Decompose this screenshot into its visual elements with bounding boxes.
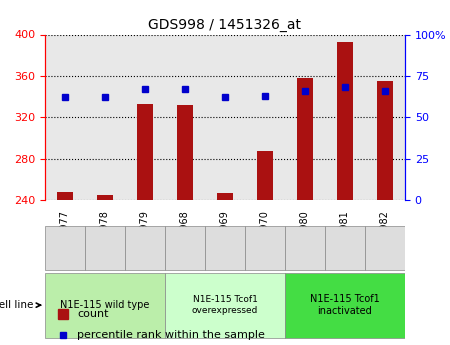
Title: GDS998 / 1451326_at: GDS998 / 1451326_at xyxy=(148,18,302,32)
Text: N1E-115 Tcof1
overexpressed: N1E-115 Tcof1 overexpressed xyxy=(192,295,258,315)
FancyBboxPatch shape xyxy=(85,226,125,270)
Bar xyxy=(377,81,393,200)
FancyBboxPatch shape xyxy=(205,226,245,270)
Text: N1E-115 Tcof1
inactivated: N1E-115 Tcof1 inactivated xyxy=(310,294,380,316)
FancyBboxPatch shape xyxy=(125,226,165,270)
FancyBboxPatch shape xyxy=(325,226,365,270)
Bar xyxy=(217,193,233,200)
Bar xyxy=(137,104,153,200)
FancyBboxPatch shape xyxy=(365,226,405,270)
Bar xyxy=(57,192,73,200)
Text: cell line: cell line xyxy=(0,300,40,310)
Bar xyxy=(337,42,353,200)
Bar xyxy=(97,195,113,200)
FancyBboxPatch shape xyxy=(165,226,205,270)
FancyBboxPatch shape xyxy=(245,226,285,270)
Text: percentile rank within the sample: percentile rank within the sample xyxy=(77,330,265,339)
Bar xyxy=(297,78,313,200)
FancyBboxPatch shape xyxy=(45,273,165,338)
FancyBboxPatch shape xyxy=(45,226,85,270)
Text: N1E-115 wild type: N1E-115 wild type xyxy=(60,300,150,310)
Bar xyxy=(257,151,273,200)
FancyBboxPatch shape xyxy=(285,226,325,270)
FancyBboxPatch shape xyxy=(285,273,405,338)
Bar xyxy=(177,105,193,200)
FancyBboxPatch shape xyxy=(165,273,285,338)
Text: count: count xyxy=(77,309,109,319)
